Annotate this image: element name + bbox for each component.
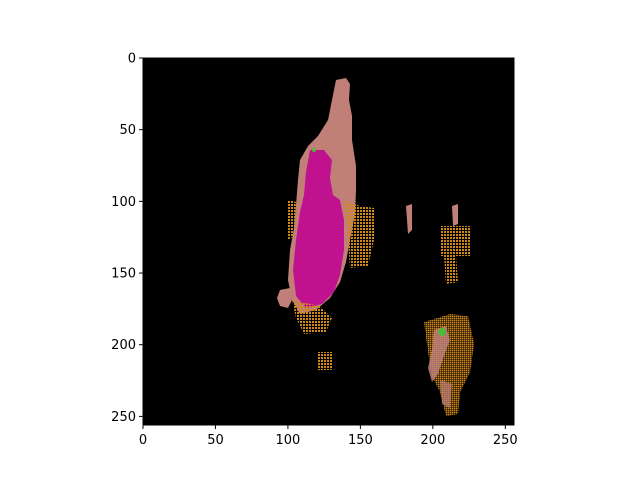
y-tick-label: 0 bbox=[128, 52, 136, 67]
x-tick-label: 50 bbox=[207, 433, 224, 448]
magenta-region bbox=[293, 150, 344, 308]
pink-right-cluster bbox=[428, 326, 450, 382]
segmentation-image bbox=[143, 58, 514, 425]
y-tick-label: 250 bbox=[111, 410, 136, 425]
pink-region-left-blob bbox=[277, 288, 292, 308]
x-axis: 0 50 100 150 200 250 bbox=[139, 425, 518, 448]
x-tick-label: 150 bbox=[348, 433, 373, 448]
speckle-right-top bbox=[440, 226, 470, 256]
green-highlight-main bbox=[312, 148, 316, 152]
y-tick-label: 150 bbox=[111, 267, 136, 282]
x-tick-label: 100 bbox=[276, 433, 301, 448]
speckle-main-left bbox=[288, 200, 296, 240]
speckle-main-bottom bbox=[292, 300, 332, 334]
pink-streak-right-1 bbox=[406, 204, 412, 234]
x-tick-label: 250 bbox=[493, 433, 518, 448]
pink-streak-right-2 bbox=[452, 204, 458, 226]
y-tick-label: 200 bbox=[111, 338, 136, 353]
speckle-main-edge bbox=[344, 200, 374, 268]
speckle-right-mid bbox=[444, 256, 458, 284]
green-highlight-right bbox=[438, 328, 446, 336]
pink-right-cluster-lower bbox=[440, 380, 452, 408]
y-tick-label: 50 bbox=[119, 123, 136, 138]
speckle-lower-small bbox=[318, 352, 332, 370]
axes-frame bbox=[142, 57, 515, 426]
y-axis: 0 50 100 150 200 250 bbox=[111, 52, 143, 425]
y-tick-label: 100 bbox=[111, 195, 136, 210]
x-tick-label: 0 bbox=[139, 433, 147, 448]
x-tick-label: 200 bbox=[420, 433, 445, 448]
